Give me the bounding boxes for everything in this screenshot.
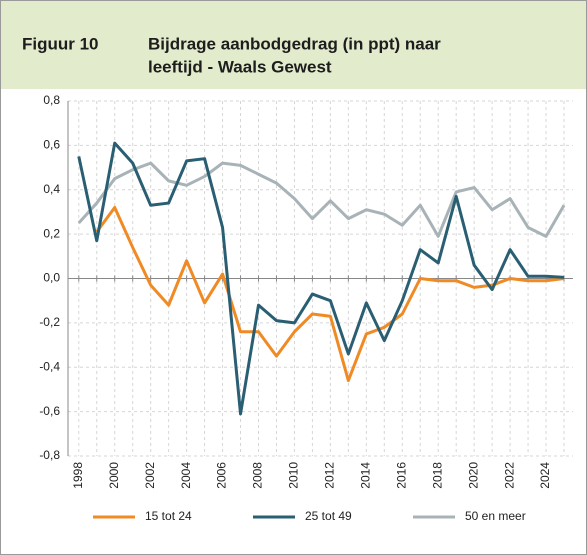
- y-tick-label: -0,6: [39, 404, 60, 418]
- series-line: [95, 206, 565, 383]
- legend-label: 25 tot 49: [305, 509, 352, 523]
- y-tick-label: -0,2: [39, 315, 60, 329]
- x-tick-label: 2020: [466, 462, 480, 489]
- y-tick-label: -0,4: [39, 359, 60, 373]
- legend-label: 15 tot 24: [145, 509, 192, 523]
- y-tick-label: 0,8: [43, 93, 60, 107]
- x-tick-label: 2006: [215, 462, 229, 489]
- y-tick-label: 0,0: [43, 271, 60, 285]
- x-tick-label: 2016: [394, 462, 408, 489]
- x-tick-label: 1998: [71, 462, 85, 489]
- x-tick-label: 2010: [287, 462, 301, 489]
- series-line: [77, 141, 565, 416]
- x-tick-label: 2008: [251, 462, 265, 489]
- x-tick-label: 2018: [430, 462, 444, 489]
- x-tick-label: 2024: [538, 462, 552, 489]
- x-tick-label: 2014: [358, 462, 372, 489]
- x-tick-label: 2000: [107, 462, 121, 489]
- y-tick-label: 0,6: [43, 138, 60, 152]
- figure-label: Figuur 10: [22, 34, 99, 53]
- series-line: [77, 161, 566, 238]
- y-tick-label: -0,8: [39, 448, 60, 462]
- chart-title: Bijdrage aanbodgedrag (in ppt) naar: [148, 34, 441, 53]
- x-tick-label: 2004: [179, 462, 193, 489]
- y-tick-label: 0,2: [43, 226, 60, 240]
- y-tick-label: 0,4: [43, 182, 60, 196]
- legend-label: 50 en meer: [465, 509, 526, 523]
- x-tick-label: 2002: [143, 462, 157, 489]
- chart-title: leeftijd - Waals Gewest: [148, 57, 332, 76]
- header: [1, 1, 586, 89]
- x-tick-label: 2012: [323, 462, 337, 489]
- x-tick-label: 2022: [502, 462, 516, 489]
